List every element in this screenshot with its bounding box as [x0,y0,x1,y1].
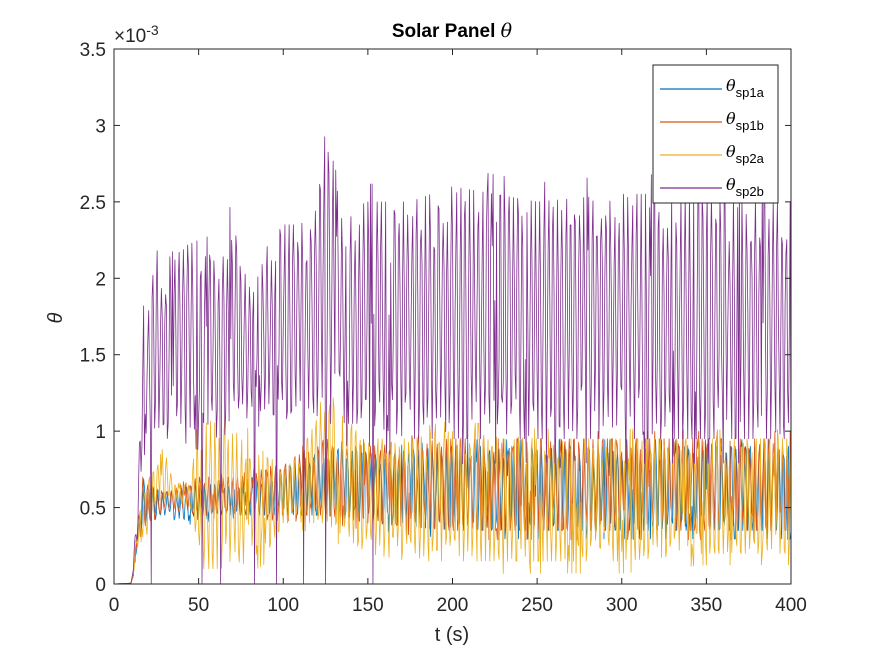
series-layer [113,136,792,585]
legend: θsp1a θsp1b θsp2a θsp2b [652,64,779,204]
legend-box [652,64,779,204]
chart-title: Solar Panel θ [392,20,513,42]
series-line-sp2b [113,136,792,585]
x-tick-label: 150 [352,595,384,616]
x-tick-label: 50 [188,595,209,616]
y-tick-label: 1.5 [80,346,106,367]
y-axis-label: θ [45,312,67,323]
y-tick-label: 0 [95,575,106,596]
x-tick-label: 250 [521,595,553,616]
series-line-sp2a [113,397,792,585]
x-tick-label: 0 [109,595,120,616]
y-tick-label: 1 [95,422,106,443]
y-exponent-label: ×10-3 [114,22,159,47]
x-tick-label: 200 [437,595,469,616]
legend-label-sp1b: θsp1b [726,109,764,133]
x-tick-label: 350 [691,595,723,616]
x-tick-label: 400 [775,595,807,616]
y-tick-label: 3 [95,116,106,137]
y-tick-label: 2.5 [80,193,106,214]
legend-label-sp2a: θsp2a [726,142,765,166]
ticks-layer: 0 50 100 150 200 250 300 350 400 0 0.5 1 1.5 2 2.5 3 3.5 [80,40,807,616]
x-axis-label: t (s) [435,624,469,646]
legend-label-sp2b: θsp2b [726,175,764,199]
y-tick-label: 2 [95,269,106,290]
legend-label-sp1a: θsp1a [726,76,765,100]
x-tick-label: 100 [267,595,299,616]
y-tick-label: 3.5 [80,40,106,61]
y-tick-label: 0.5 [80,499,106,520]
x-tick-label: 300 [606,595,638,616]
